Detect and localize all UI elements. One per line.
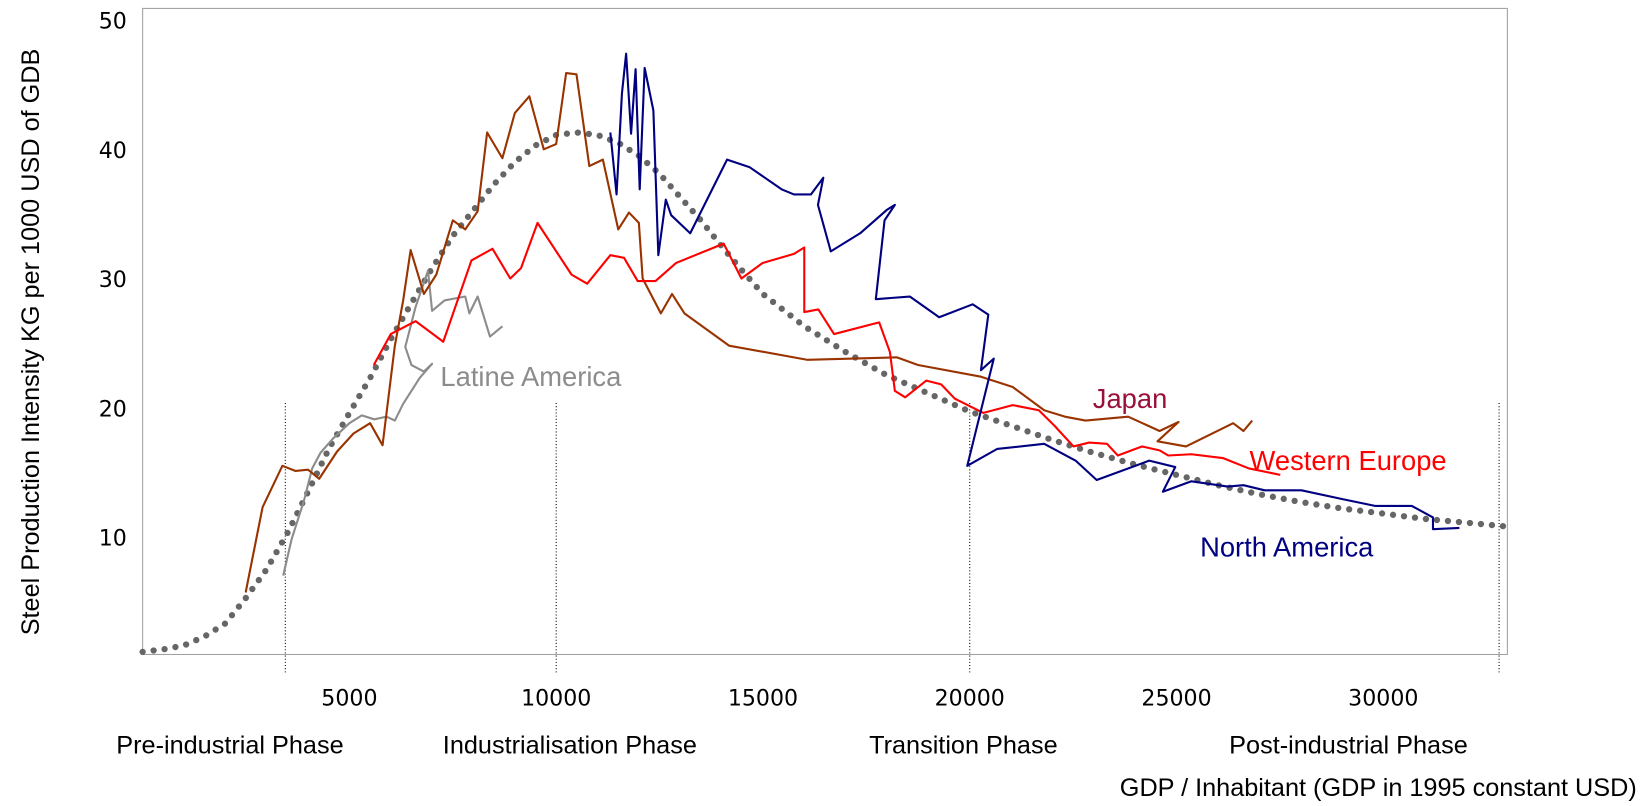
y-tick-label: 10: [99, 525, 127, 551]
phase-label: Industrialisation Phase: [443, 732, 697, 760]
annotation: Western Europe: [1250, 445, 1447, 476]
series-line: [282, 269, 504, 576]
annotation: North America: [1200, 531, 1374, 562]
x-axis-label: GDP / Inhabitant (GDP in 1995 constant U…: [1120, 774, 1637, 802]
series-line: [609, 52, 1460, 531]
y-tick-label: 50: [99, 9, 127, 35]
trend-line: [139, 129, 1511, 656]
y-tick-label: 20: [99, 396, 127, 422]
x-tick-label: 30000: [1348, 686, 1418, 712]
y-tick-label: 40: [99, 138, 127, 164]
phase-label: Transition Phase: [869, 732, 1058, 760]
x-tick-label: 5000: [321, 686, 377, 712]
annotation: Japan: [1093, 383, 1168, 414]
phase-label: Post-industrial Phase: [1229, 732, 1468, 760]
y-tick-label: 30: [99, 267, 127, 293]
x-tick-label: 25000: [1141, 686, 1211, 712]
phase-label: Pre-industrial Phase: [116, 732, 343, 760]
x-tick-label: 15000: [728, 686, 798, 712]
y-axis-label: Steel Production Intensity KG per 1000 U…: [17, 49, 45, 636]
plot-frame: [142, 7, 1508, 656]
annotation: Latine America: [440, 361, 622, 392]
series-line: [372, 221, 1281, 476]
x-tick-label: 10000: [521, 686, 591, 712]
series-line: [244, 71, 1254, 593]
x-tick-label: 20000: [935, 686, 1005, 712]
